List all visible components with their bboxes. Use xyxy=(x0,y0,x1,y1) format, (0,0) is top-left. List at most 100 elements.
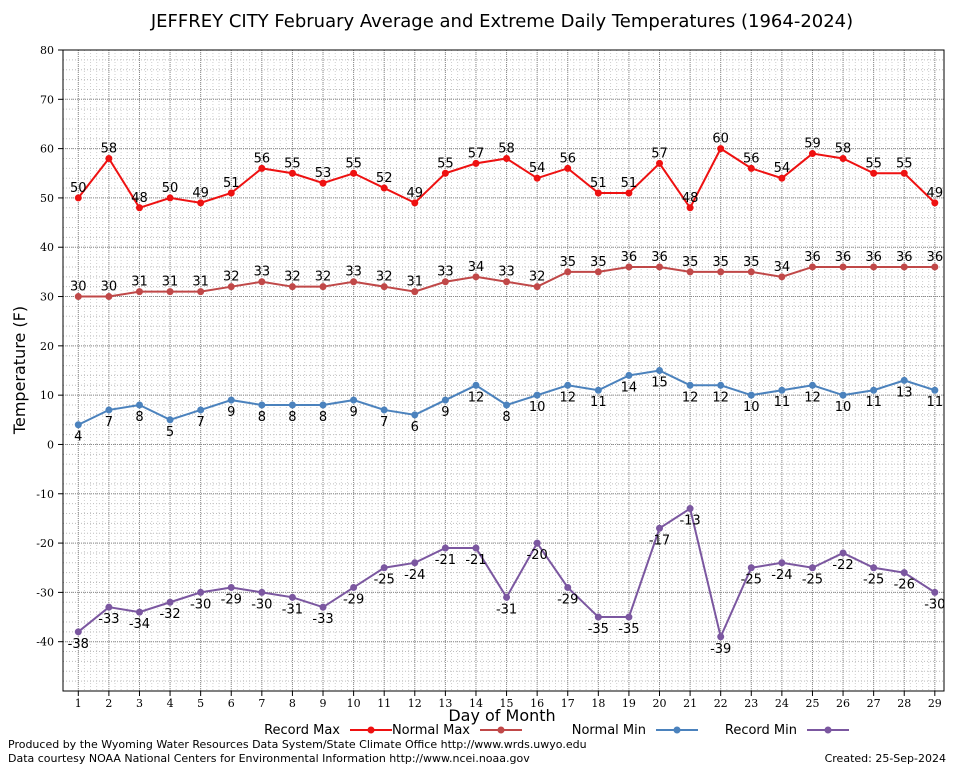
data-label: 31 xyxy=(407,275,424,290)
x-tick-label: 2 xyxy=(105,697,112,710)
data-point xyxy=(258,278,266,286)
data-label: -32 xyxy=(159,607,180,622)
data-point xyxy=(717,145,725,153)
data-label: 49 xyxy=(192,186,209,201)
data-point xyxy=(105,293,113,301)
legend-label: Normal Max xyxy=(392,723,470,738)
data-point xyxy=(135,204,143,212)
data-label: -30 xyxy=(924,597,945,612)
data-point xyxy=(747,391,755,399)
data-point xyxy=(564,381,572,389)
data-point xyxy=(166,416,174,424)
data-point xyxy=(686,381,694,389)
legend-label: Record Max xyxy=(264,723,340,738)
data-label: -33 xyxy=(312,612,333,627)
y-tick-label: -20 xyxy=(36,537,54,550)
data-label: 32 xyxy=(376,270,393,285)
x-tick-label: 22 xyxy=(714,697,728,710)
data-point xyxy=(74,421,82,429)
x-tick-label: 25 xyxy=(805,697,819,710)
data-label: 8 xyxy=(319,410,327,425)
data-label: 36 xyxy=(651,250,668,265)
data-label: 33 xyxy=(437,265,454,280)
data-point xyxy=(227,583,235,591)
data-label: 36 xyxy=(896,250,913,265)
chart-title: JEFFREY CITY February Average and Extrem… xyxy=(150,11,853,32)
x-tick-label: 6 xyxy=(228,697,235,710)
data-label: 34 xyxy=(774,260,791,275)
legend-item: Normal Max xyxy=(392,723,522,738)
y-tick-label: -40 xyxy=(36,636,54,649)
data-point xyxy=(900,376,908,384)
data-point xyxy=(288,593,296,601)
data-label: 8 xyxy=(288,410,296,425)
y-axis-label: Temperature (F) xyxy=(10,306,29,435)
data-label: -35 xyxy=(618,622,639,637)
data-label: 7 xyxy=(105,415,113,430)
data-label: -34 xyxy=(129,617,150,632)
data-point xyxy=(166,288,174,296)
data-label: 51 xyxy=(621,176,638,191)
data-point xyxy=(625,613,633,621)
data-point xyxy=(533,539,541,547)
data-point xyxy=(411,199,419,207)
data-label: -22 xyxy=(832,558,853,573)
x-tick-label: 23 xyxy=(744,697,758,710)
data-point xyxy=(197,588,205,596)
data-point xyxy=(564,268,572,276)
data-label: 12 xyxy=(804,390,821,405)
data-label: 36 xyxy=(804,250,821,265)
data-point xyxy=(564,583,572,591)
data-label: 36 xyxy=(865,250,882,265)
data-label: -25 xyxy=(802,573,823,588)
data-point xyxy=(74,293,82,301)
data-point xyxy=(472,381,480,389)
data-point xyxy=(533,283,541,291)
legend-item: Normal Min xyxy=(572,723,698,738)
data-point xyxy=(197,199,205,207)
data-point xyxy=(686,505,694,513)
data-point xyxy=(594,189,602,197)
x-tick-label: 11 xyxy=(377,697,391,710)
data-point xyxy=(74,628,82,636)
data-point xyxy=(931,386,939,394)
data-label: 55 xyxy=(437,156,454,171)
data-point xyxy=(105,406,113,414)
x-tick-label: 15 xyxy=(500,697,514,710)
y-tick-label: -30 xyxy=(36,586,54,599)
data-label: 11 xyxy=(774,395,791,410)
x-tick-label: 18 xyxy=(591,697,605,710)
legend-label: Normal Min xyxy=(572,723,646,738)
data-label: -26 xyxy=(894,578,915,593)
data-point xyxy=(564,164,572,172)
data-label: -30 xyxy=(251,597,272,612)
created-date: Created: 25-Sep-2024 xyxy=(825,752,946,765)
x-tick-label: 20 xyxy=(653,697,667,710)
data-label: 48 xyxy=(131,191,148,206)
y-tick-label: 10 xyxy=(40,389,54,402)
data-point xyxy=(472,273,480,281)
data-label: 6 xyxy=(411,420,419,435)
plot-frame xyxy=(62,49,945,692)
data-label: 8 xyxy=(502,410,510,425)
data-label: 32 xyxy=(223,270,240,285)
data-label: -24 xyxy=(771,568,792,583)
x-tick-label: 19 xyxy=(622,697,636,710)
x-tick-label: 14 xyxy=(469,697,483,710)
data-label: -17 xyxy=(649,533,670,548)
data-point xyxy=(411,559,419,567)
data-point xyxy=(105,154,113,162)
data-point xyxy=(870,564,878,572)
data-point xyxy=(533,174,541,182)
data-point xyxy=(808,564,816,572)
data-point xyxy=(288,401,296,409)
data-label: 54 xyxy=(529,161,546,176)
data-point xyxy=(197,406,205,414)
x-tick-label: 4 xyxy=(167,697,174,710)
credit-line-1: Produced by the Wyoming Water Resources … xyxy=(8,738,587,751)
data-label: 35 xyxy=(743,255,760,270)
y-tick-label: 30 xyxy=(40,291,54,304)
data-label: 55 xyxy=(345,156,362,171)
data-label: -25 xyxy=(374,573,395,588)
